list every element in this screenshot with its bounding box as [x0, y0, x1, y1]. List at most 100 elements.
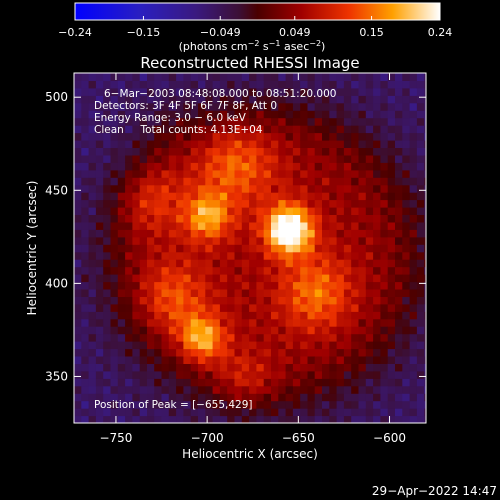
heatmap-cell — [132, 87, 141, 96]
heatmap-cell — [300, 125, 309, 134]
heatmap-cell — [198, 318, 206, 327]
heatmap-cell — [176, 385, 184, 394]
heatmap-cell — [198, 400, 206, 409]
heatmap-cell — [117, 385, 126, 394]
heatmap-cell — [314, 274, 323, 283]
heatmap-cell — [234, 140, 243, 148]
heatmap-cell — [219, 341, 228, 350]
heatmap-cell — [395, 221, 403, 230]
heatmap-cell — [343, 192, 352, 201]
heatmap-cell — [241, 132, 250, 141]
heatmap-cell — [285, 400, 294, 409]
heatmap-cell — [409, 95, 418, 104]
heatmap-cell — [139, 154, 148, 163]
heatmap-cell — [168, 370, 177, 379]
heatmap-cell — [343, 73, 352, 81]
heatmap-cell — [358, 132, 367, 141]
heatmap-cell — [176, 363, 184, 372]
heatmap-cell — [212, 236, 221, 245]
heatmap-cell — [300, 326, 309, 335]
heatmap-cell — [307, 162, 316, 171]
heatmap-cell — [132, 341, 141, 350]
heatmap-cell — [110, 356, 119, 364]
heatmap-cell — [81, 326, 90, 335]
heatmap-cell — [380, 214, 389, 223]
heatmap-cell — [373, 229, 381, 238]
heatmap-cell — [103, 132, 112, 141]
heatmap-cell — [234, 266, 243, 275]
heatmap-cell — [241, 95, 250, 104]
heatmap-cell — [373, 117, 381, 126]
heatmap-cell — [336, 162, 345, 171]
heatmap-cell — [358, 184, 367, 193]
heatmap-cell — [380, 80, 389, 89]
heatmap-cell — [249, 415, 257, 423]
heatmap-cell — [154, 415, 163, 423]
heatmap-cell — [227, 117, 236, 126]
heatmap-cell — [263, 296, 272, 305]
heatmap-cell — [190, 363, 199, 372]
heatmap-cell — [292, 274, 301, 283]
heatmap-cell — [110, 80, 119, 89]
heatmap-cell — [373, 184, 381, 193]
heatmap-cell — [74, 147, 82, 156]
heatmap-cell — [234, 348, 243, 357]
heatmap-cell — [95, 140, 104, 148]
heatmap-cell — [307, 326, 316, 335]
heatmap-cell — [88, 326, 97, 335]
heatmap-cell — [132, 221, 141, 230]
heatmap-cell — [234, 326, 243, 335]
heatmap-cell — [110, 117, 119, 126]
heatmap-cell — [409, 251, 418, 260]
heatmap-cell — [336, 326, 345, 335]
heatmap-cell — [256, 236, 265, 245]
heatmap-cell — [285, 348, 294, 357]
heatmap-cell — [212, 229, 221, 238]
heatmap-cell — [190, 266, 199, 275]
heatmap-cell — [125, 117, 133, 126]
heatmap-cell — [387, 244, 396, 253]
heatmap-cell — [307, 348, 316, 357]
heatmap-cell — [278, 140, 287, 148]
heatmap-cell — [285, 296, 294, 305]
heatmap-cell — [110, 378, 119, 387]
heatmap-cell — [110, 400, 119, 409]
heatmap-cell — [395, 378, 403, 387]
heatmap-cell — [198, 177, 206, 186]
heatmap-cell — [416, 184, 425, 193]
heatmap-cell — [183, 140, 192, 148]
heatmap-cell — [234, 378, 243, 387]
heatmap-cell — [190, 281, 199, 290]
heatmap-cell — [212, 318, 221, 327]
heatmap-cell — [176, 199, 184, 208]
heatmap-cell — [234, 162, 243, 171]
heatmap-cell — [380, 87, 389, 96]
heatmap-cell — [117, 415, 126, 423]
heatmap-cell — [176, 117, 184, 126]
heatmap-cell — [234, 125, 243, 134]
heatmap-cell — [205, 214, 214, 223]
heatmap-cell — [285, 363, 294, 372]
heatmap-cell — [125, 177, 133, 186]
heatmap-cell — [139, 356, 148, 364]
heatmap-cell — [387, 333, 396, 342]
heatmap-cell — [212, 266, 221, 275]
heatmap-cell — [380, 259, 389, 268]
heatmap-cell — [198, 281, 206, 290]
heatmap-cell — [241, 303, 250, 312]
heatmap-cell — [147, 140, 155, 148]
heatmap-cell — [402, 259, 411, 268]
heatmap-cell — [322, 408, 330, 417]
heatmap-cell — [416, 221, 425, 230]
heatmap-cell — [249, 266, 257, 275]
heatmap-cell — [249, 296, 257, 305]
heatmap-cell — [81, 281, 90, 290]
heatmap-cell — [402, 370, 411, 379]
heatmap-cell — [110, 281, 119, 290]
heatmap-cell — [300, 184, 309, 193]
heatmap-cell — [154, 385, 163, 394]
heatmap-cell — [373, 341, 381, 350]
heatmap-cell — [271, 333, 279, 342]
heatmap-cell — [132, 192, 141, 201]
heatmap-cell — [183, 229, 192, 238]
